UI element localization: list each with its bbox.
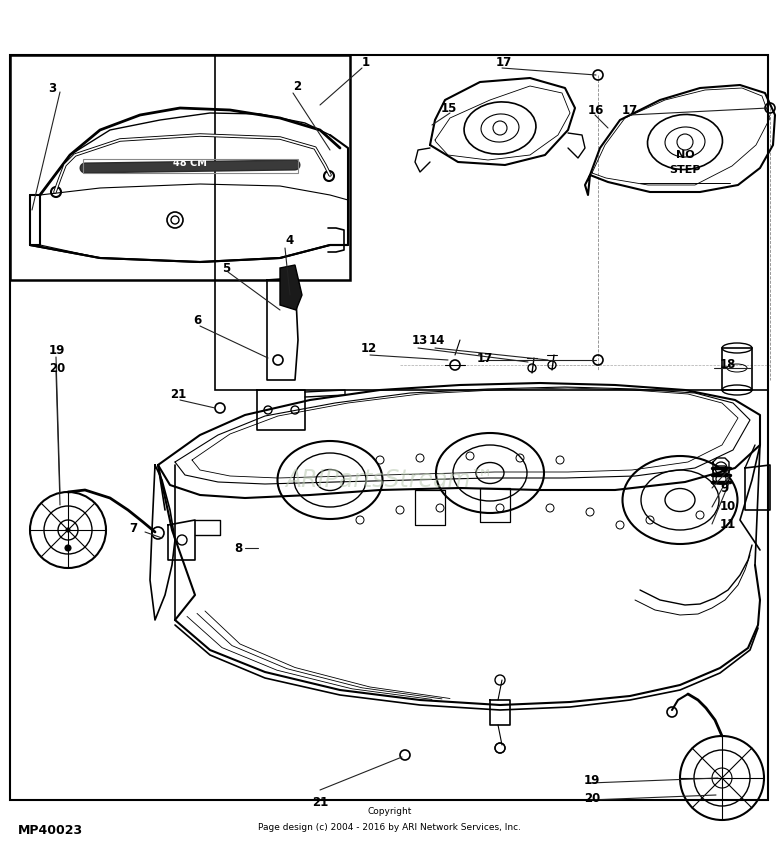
Text: 13: 13 — [412, 334, 428, 346]
Text: 4: 4 — [285, 233, 293, 247]
Bar — [10, 55, 350, 280]
Circle shape — [65, 545, 71, 551]
Text: 21: 21 — [170, 389, 186, 402]
Circle shape — [66, 528, 70, 532]
Bar — [10, 55, 768, 800]
Bar — [215, 55, 768, 390]
Text: 17: 17 — [622, 104, 638, 117]
Text: 15: 15 — [441, 101, 457, 115]
Text: 8: 8 — [234, 541, 243, 555]
Bar — [83, 159, 298, 173]
Bar — [722, 348, 752, 390]
Text: 6: 6 — [193, 313, 201, 327]
Text: 20: 20 — [49, 362, 66, 374]
Text: 11: 11 — [720, 517, 736, 530]
Text: 17: 17 — [496, 55, 512, 68]
Text: STEP: STEP — [669, 165, 700, 175]
Text: 1: 1 — [362, 55, 370, 68]
Text: Copyright: Copyright — [368, 808, 412, 816]
Text: 18: 18 — [720, 358, 736, 372]
Text: 48 CM: 48 CM — [173, 158, 207, 168]
Text: Page design (c) 2004 - 2016 by ARI Network Services, Inc.: Page design (c) 2004 - 2016 by ARI Netwo… — [258, 824, 522, 832]
Text: 3: 3 — [48, 82, 56, 94]
Polygon shape — [280, 265, 302, 310]
Text: MP40023: MP40023 — [18, 824, 83, 837]
Text: 17: 17 — [477, 351, 493, 364]
Text: 21: 21 — [312, 796, 328, 808]
Text: 16: 16 — [588, 104, 604, 117]
Text: 14: 14 — [429, 334, 445, 346]
Text: 19: 19 — [584, 774, 601, 786]
Text: 10: 10 — [720, 500, 736, 513]
Text: 7: 7 — [129, 522, 137, 534]
Text: 19: 19 — [49, 344, 66, 357]
Text: 2: 2 — [293, 81, 301, 94]
Text: NO: NO — [675, 150, 694, 160]
Text: 9: 9 — [720, 482, 729, 494]
Text: 5: 5 — [222, 261, 230, 275]
Text: 12: 12 — [361, 341, 378, 355]
Text: 20: 20 — [584, 791, 601, 804]
Text: ARIPartsStream™: ARIPartsStream™ — [285, 468, 495, 492]
